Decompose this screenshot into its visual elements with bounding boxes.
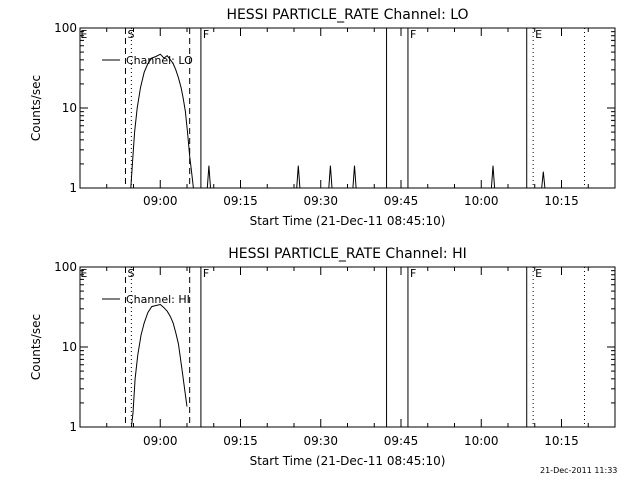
y-axis-label: Counts/sec — [29, 75, 43, 141]
series-line-6 — [541, 171, 546, 189]
x-axis-label: Start Time (21-Dec-11 08:45:10) — [250, 214, 446, 228]
y-tick-label: 10 — [62, 340, 77, 354]
y-axis-label: Counts/sec — [29, 314, 43, 380]
x-tick-label: 10:15 — [544, 194, 579, 208]
series-line-4 — [352, 165, 357, 189]
footer-timestamp: 21-Dec-2011 11:33 — [540, 466, 618, 475]
marker-label: F — [203, 28, 209, 41]
x-axis-label: Start Time (21-Dec-11 08:45:10) — [250, 454, 446, 468]
plot-frame — [79, 27, 616, 189]
series-line-2 — [296, 165, 301, 189]
x-tick-label: 09:15 — [223, 434, 258, 448]
x-tick-label: 09:30 — [303, 434, 338, 448]
x-tick-label: 10:00 — [464, 434, 499, 448]
x-tick-label: 09:00 — [143, 434, 178, 448]
chart-title: HESSI PARTICLE_RATE Channel: LO — [226, 7, 468, 23]
series-line-5 — [490, 165, 496, 189]
y-tick-label: 10 — [62, 101, 77, 115]
marker-label: S — [127, 267, 134, 280]
marker-label: F — [203, 267, 209, 280]
series-line-3 — [328, 165, 333, 189]
marker-label: F — [410, 28, 416, 41]
series-line-0 — [130, 303, 188, 428]
y-tick-label: 1 — [69, 420, 77, 434]
x-tick-label: 10:00 — [464, 194, 499, 208]
y-tick-label: 100 — [54, 260, 77, 274]
marker-label: F — [410, 267, 416, 280]
marker-label: E — [535, 28, 542, 41]
x-tick-label: 09:45 — [384, 434, 419, 448]
plot-frame — [79, 266, 616, 428]
marker-label: E — [80, 267, 87, 280]
chart-panel-0: HESSI PARTICLE_RATE Channel: LO Counts/se… — [29, 7, 616, 228]
y-tick-label: 100 — [54, 21, 77, 35]
x-tick-label: 09:45 — [384, 194, 419, 208]
x-tick-label: 09:00 — [143, 194, 178, 208]
series-line-1 — [206, 165, 211, 189]
y-tick-label: 1 — [69, 181, 77, 195]
marker-label: S — [127, 28, 134, 41]
legend-label: Channel: HI — [126, 293, 190, 306]
marker-label: E — [80, 28, 87, 41]
legend-label: Channel: LO — [126, 54, 193, 67]
x-tick-label: 09:30 — [303, 194, 338, 208]
series-line-0 — [130, 53, 194, 189]
marker-label: E — [535, 267, 542, 280]
x-tick-label: 09:15 — [223, 194, 258, 208]
x-tick-label: 10:15 — [544, 434, 579, 448]
chart-title: HESSI PARTICLE_RATE Channel: HI — [228, 246, 466, 262]
chart-panel-1: HESSI PARTICLE_RATE Channel: HI Counts/se… — [29, 246, 616, 468]
